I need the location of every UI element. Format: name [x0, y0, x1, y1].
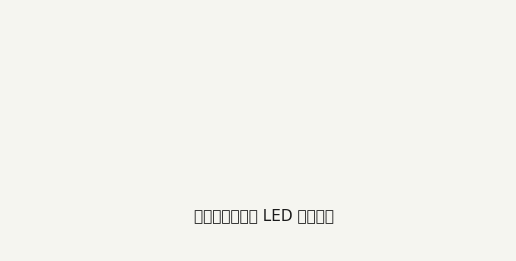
Text: 基于开关电源的 LED 驱动电路: 基于开关电源的 LED 驱动电路 — [195, 208, 334, 223]
